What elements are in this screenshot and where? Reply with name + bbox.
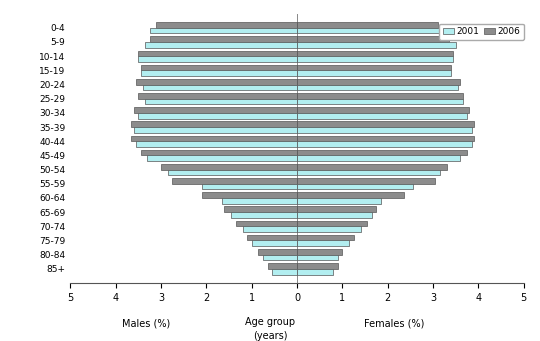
Bar	[161, 164, 297, 169]
Bar	[297, 36, 449, 42]
Bar	[145, 99, 297, 104]
Bar	[297, 28, 442, 33]
Bar	[297, 150, 467, 155]
Bar	[150, 36, 297, 42]
Bar	[297, 42, 456, 48]
Legend: 2001, 2006: 2001, 2006	[439, 24, 524, 40]
Bar	[259, 249, 297, 255]
Bar	[231, 212, 297, 218]
Bar	[236, 221, 297, 226]
Bar	[297, 212, 372, 218]
Bar	[140, 150, 297, 155]
Bar	[297, 121, 474, 127]
Bar	[138, 50, 297, 56]
Bar	[131, 136, 297, 141]
Bar	[157, 22, 297, 28]
Text: Males (%): Males (%)	[122, 319, 170, 329]
Bar	[297, 107, 469, 113]
Bar	[297, 113, 467, 119]
Bar	[140, 65, 297, 70]
Bar	[297, 221, 367, 226]
Bar	[225, 206, 297, 212]
Bar	[272, 269, 297, 275]
Bar	[172, 178, 297, 184]
Bar	[138, 93, 297, 99]
Bar	[147, 155, 297, 161]
Bar	[297, 178, 435, 184]
Bar	[297, 240, 349, 246]
Bar	[150, 28, 297, 33]
Bar	[297, 141, 471, 147]
Bar	[222, 198, 297, 204]
Bar	[202, 192, 297, 198]
Bar	[297, 192, 403, 198]
Bar	[297, 65, 451, 70]
Bar	[297, 50, 454, 56]
Text: (years): (years)	[253, 331, 287, 341]
Bar	[138, 56, 297, 62]
Bar	[297, 56, 454, 62]
Bar	[168, 169, 297, 175]
Bar	[297, 155, 460, 161]
Bar	[202, 184, 297, 190]
Bar	[140, 70, 297, 76]
Bar	[297, 79, 460, 85]
Bar	[297, 206, 376, 212]
Bar	[136, 141, 297, 147]
Bar	[143, 85, 297, 90]
Bar	[297, 164, 447, 169]
Bar	[267, 263, 297, 269]
Bar	[297, 235, 354, 240]
Bar	[134, 127, 297, 133]
Bar	[242, 226, 297, 232]
Bar	[297, 184, 413, 190]
Bar	[297, 226, 361, 232]
Bar	[297, 198, 381, 204]
Bar	[145, 42, 297, 48]
Bar	[252, 240, 297, 246]
Bar	[134, 107, 297, 113]
Text: Age group: Age group	[245, 317, 295, 327]
Bar	[297, 136, 474, 141]
Bar	[297, 93, 463, 99]
Bar	[138, 113, 297, 119]
Bar	[297, 99, 463, 104]
Bar	[131, 121, 297, 127]
Bar	[297, 249, 342, 255]
Bar	[297, 269, 333, 275]
Bar	[297, 70, 451, 76]
Bar	[297, 85, 458, 90]
Bar	[297, 255, 338, 260]
Bar	[263, 255, 297, 260]
Bar	[247, 235, 297, 240]
Bar	[297, 263, 338, 269]
Bar	[297, 127, 471, 133]
Bar	[297, 169, 440, 175]
Bar	[297, 22, 437, 28]
Text: Females (%): Females (%)	[364, 319, 424, 329]
Bar	[136, 79, 297, 85]
